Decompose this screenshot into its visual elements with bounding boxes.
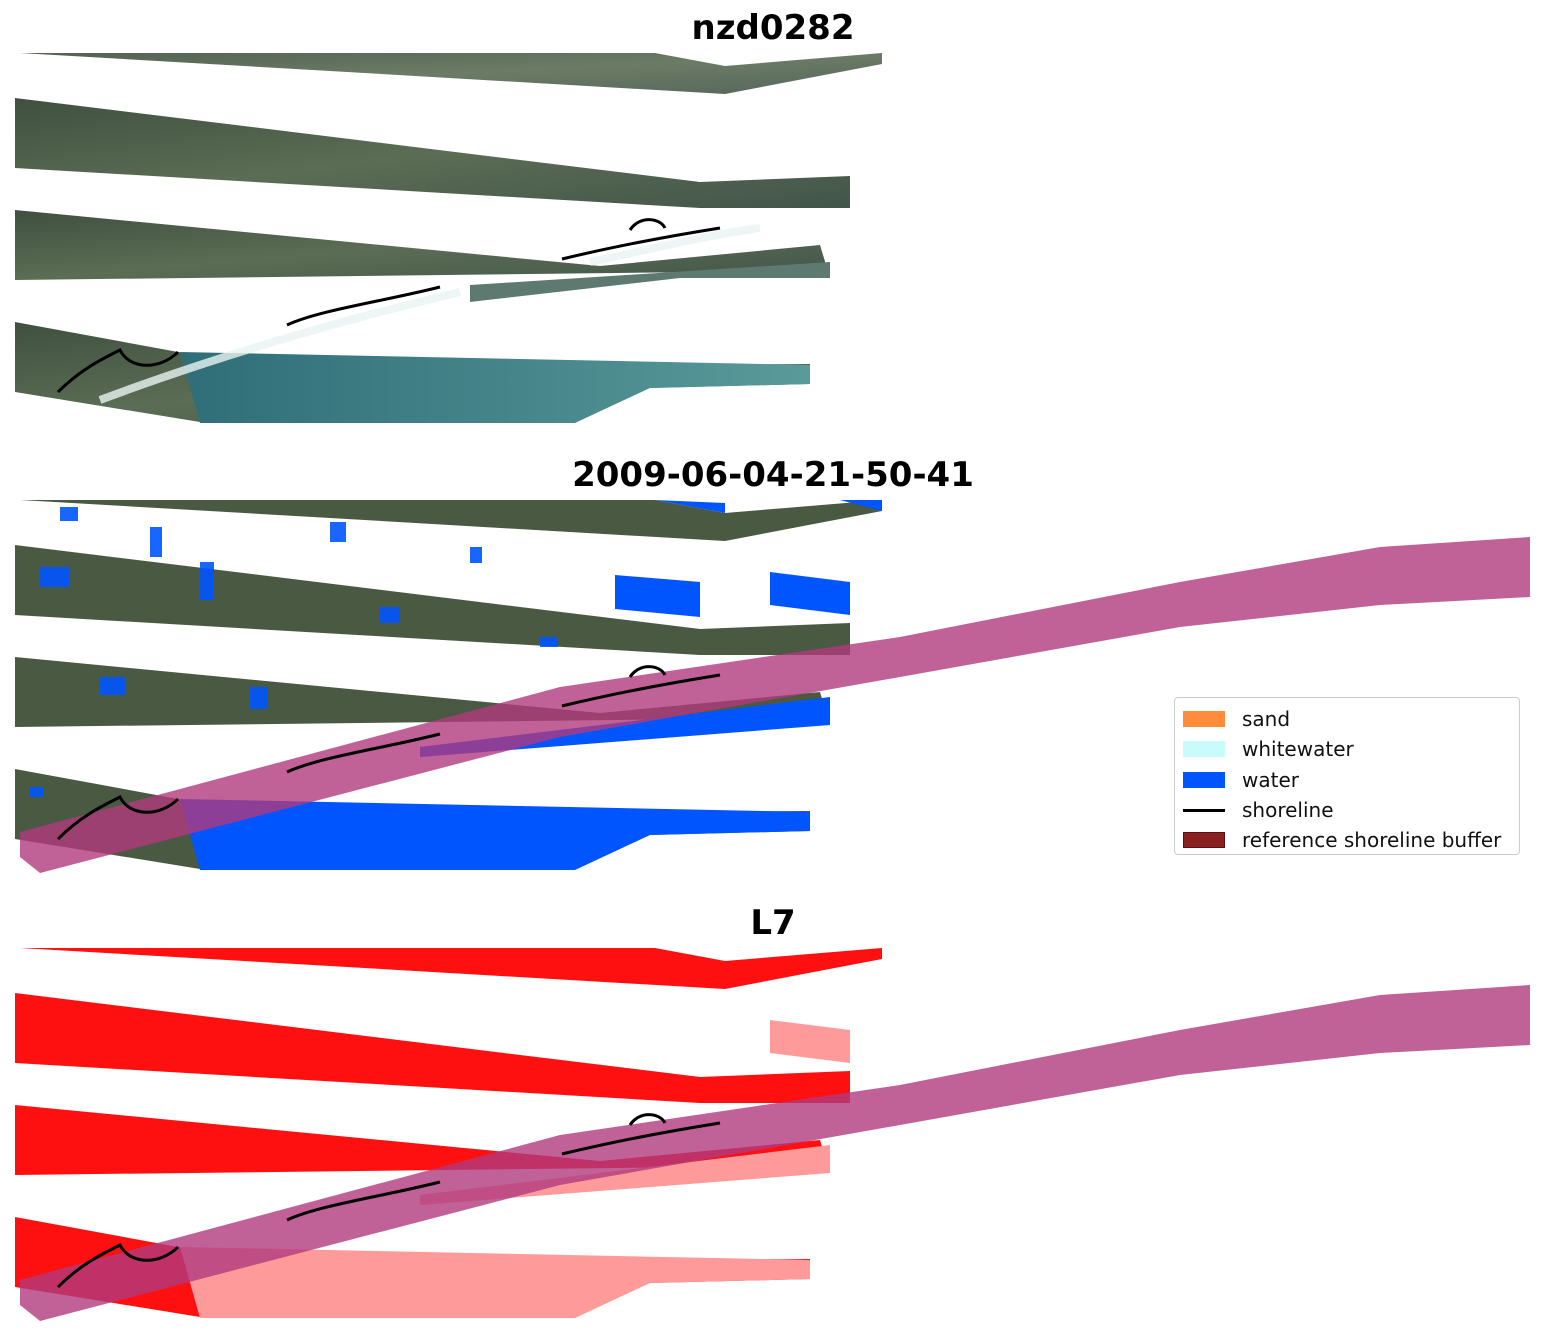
legend-label: shoreline <box>1242 798 1334 823</box>
legend: sand whitewater water shoreline referenc… <box>1174 697 1520 855</box>
legend-item-sand: sand <box>1183 704 1511 734</box>
reference-shoreline-buffer <box>20 537 1530 873</box>
legend-item-buffer: reference shoreline buffer <box>1183 825 1511 855</box>
panel-title-3: L7 <box>750 903 796 943</box>
legend-item-water: water <box>1183 765 1511 795</box>
satellite-rgb-panel <box>15 53 882 423</box>
legend-item-shoreline: shoreline <box>1183 795 1511 825</box>
image-strips-classified <box>15 500 882 870</box>
shoreline-lines <box>56 1113 721 1289</box>
reference-shoreline-buffer <box>20 985 1530 1321</box>
water-swatch <box>1183 771 1225 788</box>
classification-panel <box>15 500 1530 873</box>
legend-item-whitewater: whitewater <box>1183 734 1511 764</box>
legend-label: water <box>1242 767 1299 792</box>
shoreline-swatch <box>1183 808 1225 812</box>
whitewater-swatch <box>1183 741 1225 758</box>
panel-title-2: 2009-06-04-21-50-41 <box>572 455 974 495</box>
legend-label: sand <box>1242 707 1291 732</box>
panel-title-1: nzd0282 <box>691 8 855 48</box>
index-panel <box>15 948 1530 1321</box>
buffer-swatch <box>1183 832 1225 849</box>
image-strips <box>15 53 882 423</box>
image-strips-index <box>15 948 882 1318</box>
legend-label: reference shoreline buffer <box>1242 828 1502 853</box>
legend-label: whitewater <box>1242 737 1354 762</box>
shoreline-lines <box>56 665 721 841</box>
shoreline-lines <box>56 218 721 394</box>
sand-swatch <box>1183 711 1225 728</box>
